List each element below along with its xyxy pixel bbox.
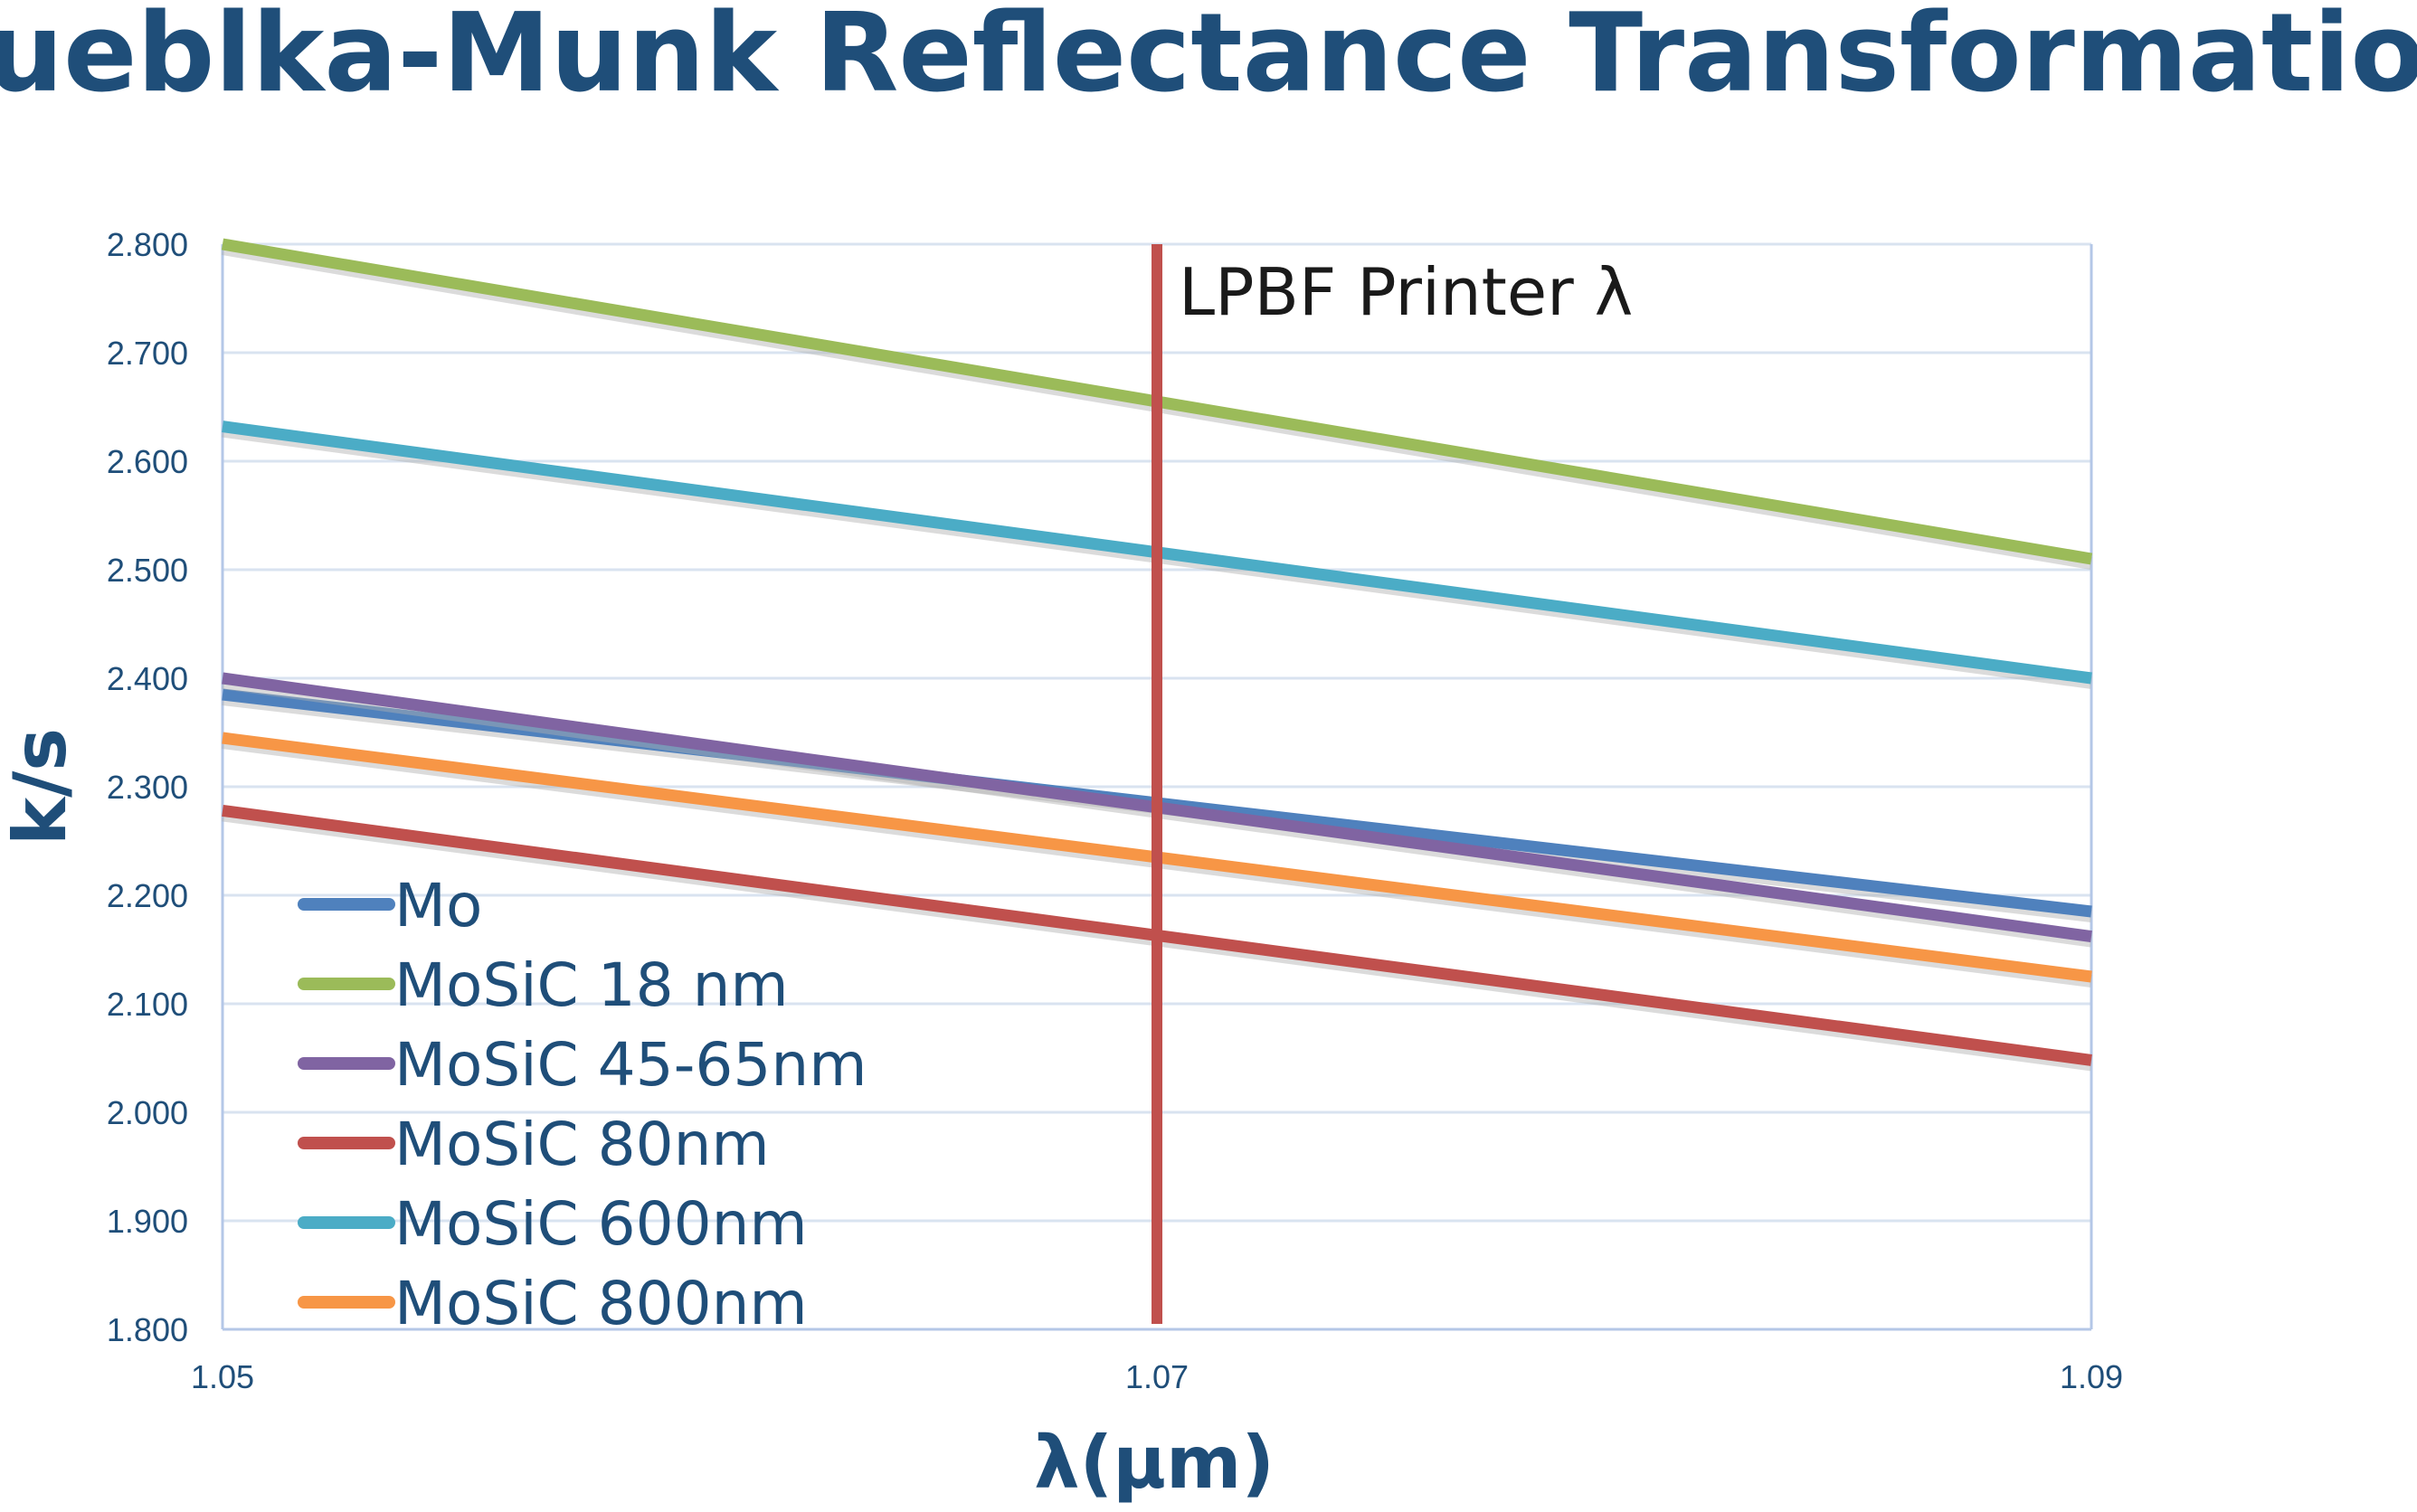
y-axis-title: k/s xyxy=(0,728,82,846)
x-tick-label: 1.09 xyxy=(2060,1358,2123,1395)
legend-label: MoSiC 800nm xyxy=(394,1269,808,1338)
x-tick-label: 1.07 xyxy=(1125,1358,1189,1395)
y-tick-label: 2.800 xyxy=(107,226,188,263)
legend-label: MoSiC 18 nm xyxy=(394,950,789,1020)
y-tick-label: 2.200 xyxy=(107,877,188,914)
y-tick-label: 1.900 xyxy=(107,1203,188,1240)
legend-label: MoSiC 600nm xyxy=(394,1189,808,1259)
y-tick-label: 2.400 xyxy=(107,660,188,697)
x-axis-title: λ(μm) xyxy=(1034,1421,1275,1505)
legend-label: MoSiC 45-65nm xyxy=(394,1030,867,1100)
x-tick-labels: 1.05 1.07 1.09 xyxy=(191,1358,2123,1395)
y-tick-label: 2.600 xyxy=(107,443,188,480)
y-tick-label: 1.800 xyxy=(107,1311,188,1348)
y-tick-label: 2.500 xyxy=(107,552,188,589)
legend-label: MoSiC 80nm xyxy=(394,1110,770,1179)
y-tick-label: 2.300 xyxy=(107,769,188,806)
axes xyxy=(221,244,2093,1331)
annotation-label: LPBF Printer λ xyxy=(1179,254,1633,330)
y-tick-label: 2.100 xyxy=(107,986,188,1023)
y-tick-label: 2.700 xyxy=(107,335,188,372)
legend-label: Mo xyxy=(394,871,482,940)
chart-title: Kueblka-Munk Reflectance Transformation xyxy=(0,0,2417,117)
legend: Mo MoSiC 18 nm MoSiC 45-65nm MoSiC 80nm MoSi… xyxy=(298,871,867,1338)
y-tick-labels: 1.800 1.900 2.000 2.100 2.200 2.300 2.400 2.500… xyxy=(107,226,188,1348)
annotation: LPBF Printer λ xyxy=(1152,244,1633,1324)
y-tick-label: 2.000 xyxy=(107,1094,188,1131)
x-tick-label: 1.05 xyxy=(191,1358,254,1395)
